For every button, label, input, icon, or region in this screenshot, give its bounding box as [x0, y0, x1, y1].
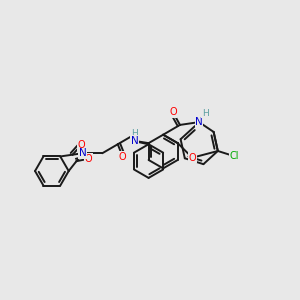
Text: H: H — [131, 129, 138, 138]
Text: H: H — [202, 109, 208, 118]
Text: N: N — [79, 148, 87, 158]
Text: O: O — [77, 140, 85, 150]
Text: O: O — [169, 107, 177, 117]
Text: Cl: Cl — [229, 151, 239, 160]
Text: N: N — [195, 117, 203, 127]
Text: N: N — [131, 136, 138, 146]
Text: O: O — [188, 153, 196, 163]
Text: O: O — [85, 154, 92, 164]
Text: O: O — [119, 152, 127, 162]
